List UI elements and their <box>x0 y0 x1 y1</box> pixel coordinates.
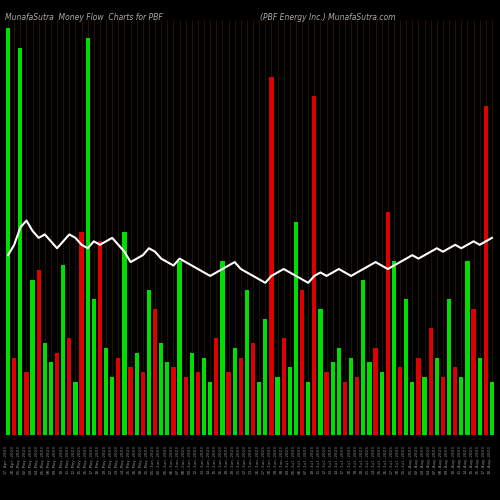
Bar <box>318 309 322 435</box>
Bar <box>42 343 47 435</box>
Bar <box>202 358 206 435</box>
Bar <box>24 372 28 435</box>
Bar <box>361 280 366 435</box>
Bar <box>18 48 22 435</box>
Bar <box>12 358 16 435</box>
Bar <box>472 309 476 435</box>
Bar <box>172 367 175 435</box>
Bar <box>159 343 164 435</box>
Bar <box>98 242 102 435</box>
Bar <box>140 372 145 435</box>
Bar <box>110 377 114 435</box>
Bar <box>61 266 66 435</box>
Bar <box>190 352 194 435</box>
Bar <box>86 38 90 435</box>
Bar <box>251 343 255 435</box>
Bar <box>104 348 108 435</box>
Bar <box>386 212 390 435</box>
Bar <box>441 377 445 435</box>
Bar <box>349 358 353 435</box>
Bar <box>422 377 426 435</box>
Bar <box>355 377 360 435</box>
Text: (PBF Energy Inc.) MunafaSutra.com: (PBF Energy Inc.) MunafaSutra.com <box>260 12 396 22</box>
Bar <box>478 358 482 435</box>
Bar <box>184 377 188 435</box>
Bar <box>288 367 292 435</box>
Bar <box>453 367 458 435</box>
Bar <box>226 372 230 435</box>
Bar <box>330 362 335 435</box>
Bar <box>220 260 224 435</box>
Bar <box>434 358 439 435</box>
Bar <box>368 362 372 435</box>
Bar <box>447 300 451 435</box>
Bar <box>92 300 96 435</box>
Bar <box>232 348 237 435</box>
Bar <box>380 372 384 435</box>
Bar <box>208 382 212 435</box>
Bar <box>196 372 200 435</box>
Bar <box>128 367 132 435</box>
Bar <box>238 358 243 435</box>
Bar <box>36 270 41 435</box>
Bar <box>306 382 310 435</box>
Bar <box>484 106 488 435</box>
Bar <box>276 377 280 435</box>
Bar <box>312 96 316 435</box>
Bar <box>398 367 402 435</box>
Bar <box>416 358 420 435</box>
Bar <box>122 232 126 435</box>
Bar <box>147 290 151 435</box>
Bar <box>270 76 274 435</box>
Bar <box>282 338 286 435</box>
Bar <box>300 290 304 435</box>
Bar <box>6 28 10 435</box>
Bar <box>459 377 464 435</box>
Bar <box>214 338 218 435</box>
Bar <box>404 300 408 435</box>
Bar <box>30 280 34 435</box>
Bar <box>336 348 341 435</box>
Bar <box>392 260 396 435</box>
Bar <box>245 290 249 435</box>
Bar <box>74 382 78 435</box>
Bar <box>343 382 347 435</box>
Bar <box>67 338 71 435</box>
Bar <box>165 362 170 435</box>
Bar <box>466 260 469 435</box>
Bar <box>428 328 433 435</box>
Bar <box>410 382 414 435</box>
Bar <box>374 348 378 435</box>
Bar <box>116 358 120 435</box>
Bar <box>324 372 328 435</box>
Bar <box>80 232 84 435</box>
Bar <box>263 319 268 435</box>
Bar <box>49 362 53 435</box>
Bar <box>257 382 262 435</box>
Bar <box>134 352 139 435</box>
Bar <box>153 309 157 435</box>
Bar <box>178 260 182 435</box>
Bar <box>55 352 59 435</box>
Text: MunafaSutra  Money Flow  Charts for PBF: MunafaSutra Money Flow Charts for PBF <box>5 12 163 22</box>
Bar <box>294 222 298 435</box>
Bar <box>490 382 494 435</box>
